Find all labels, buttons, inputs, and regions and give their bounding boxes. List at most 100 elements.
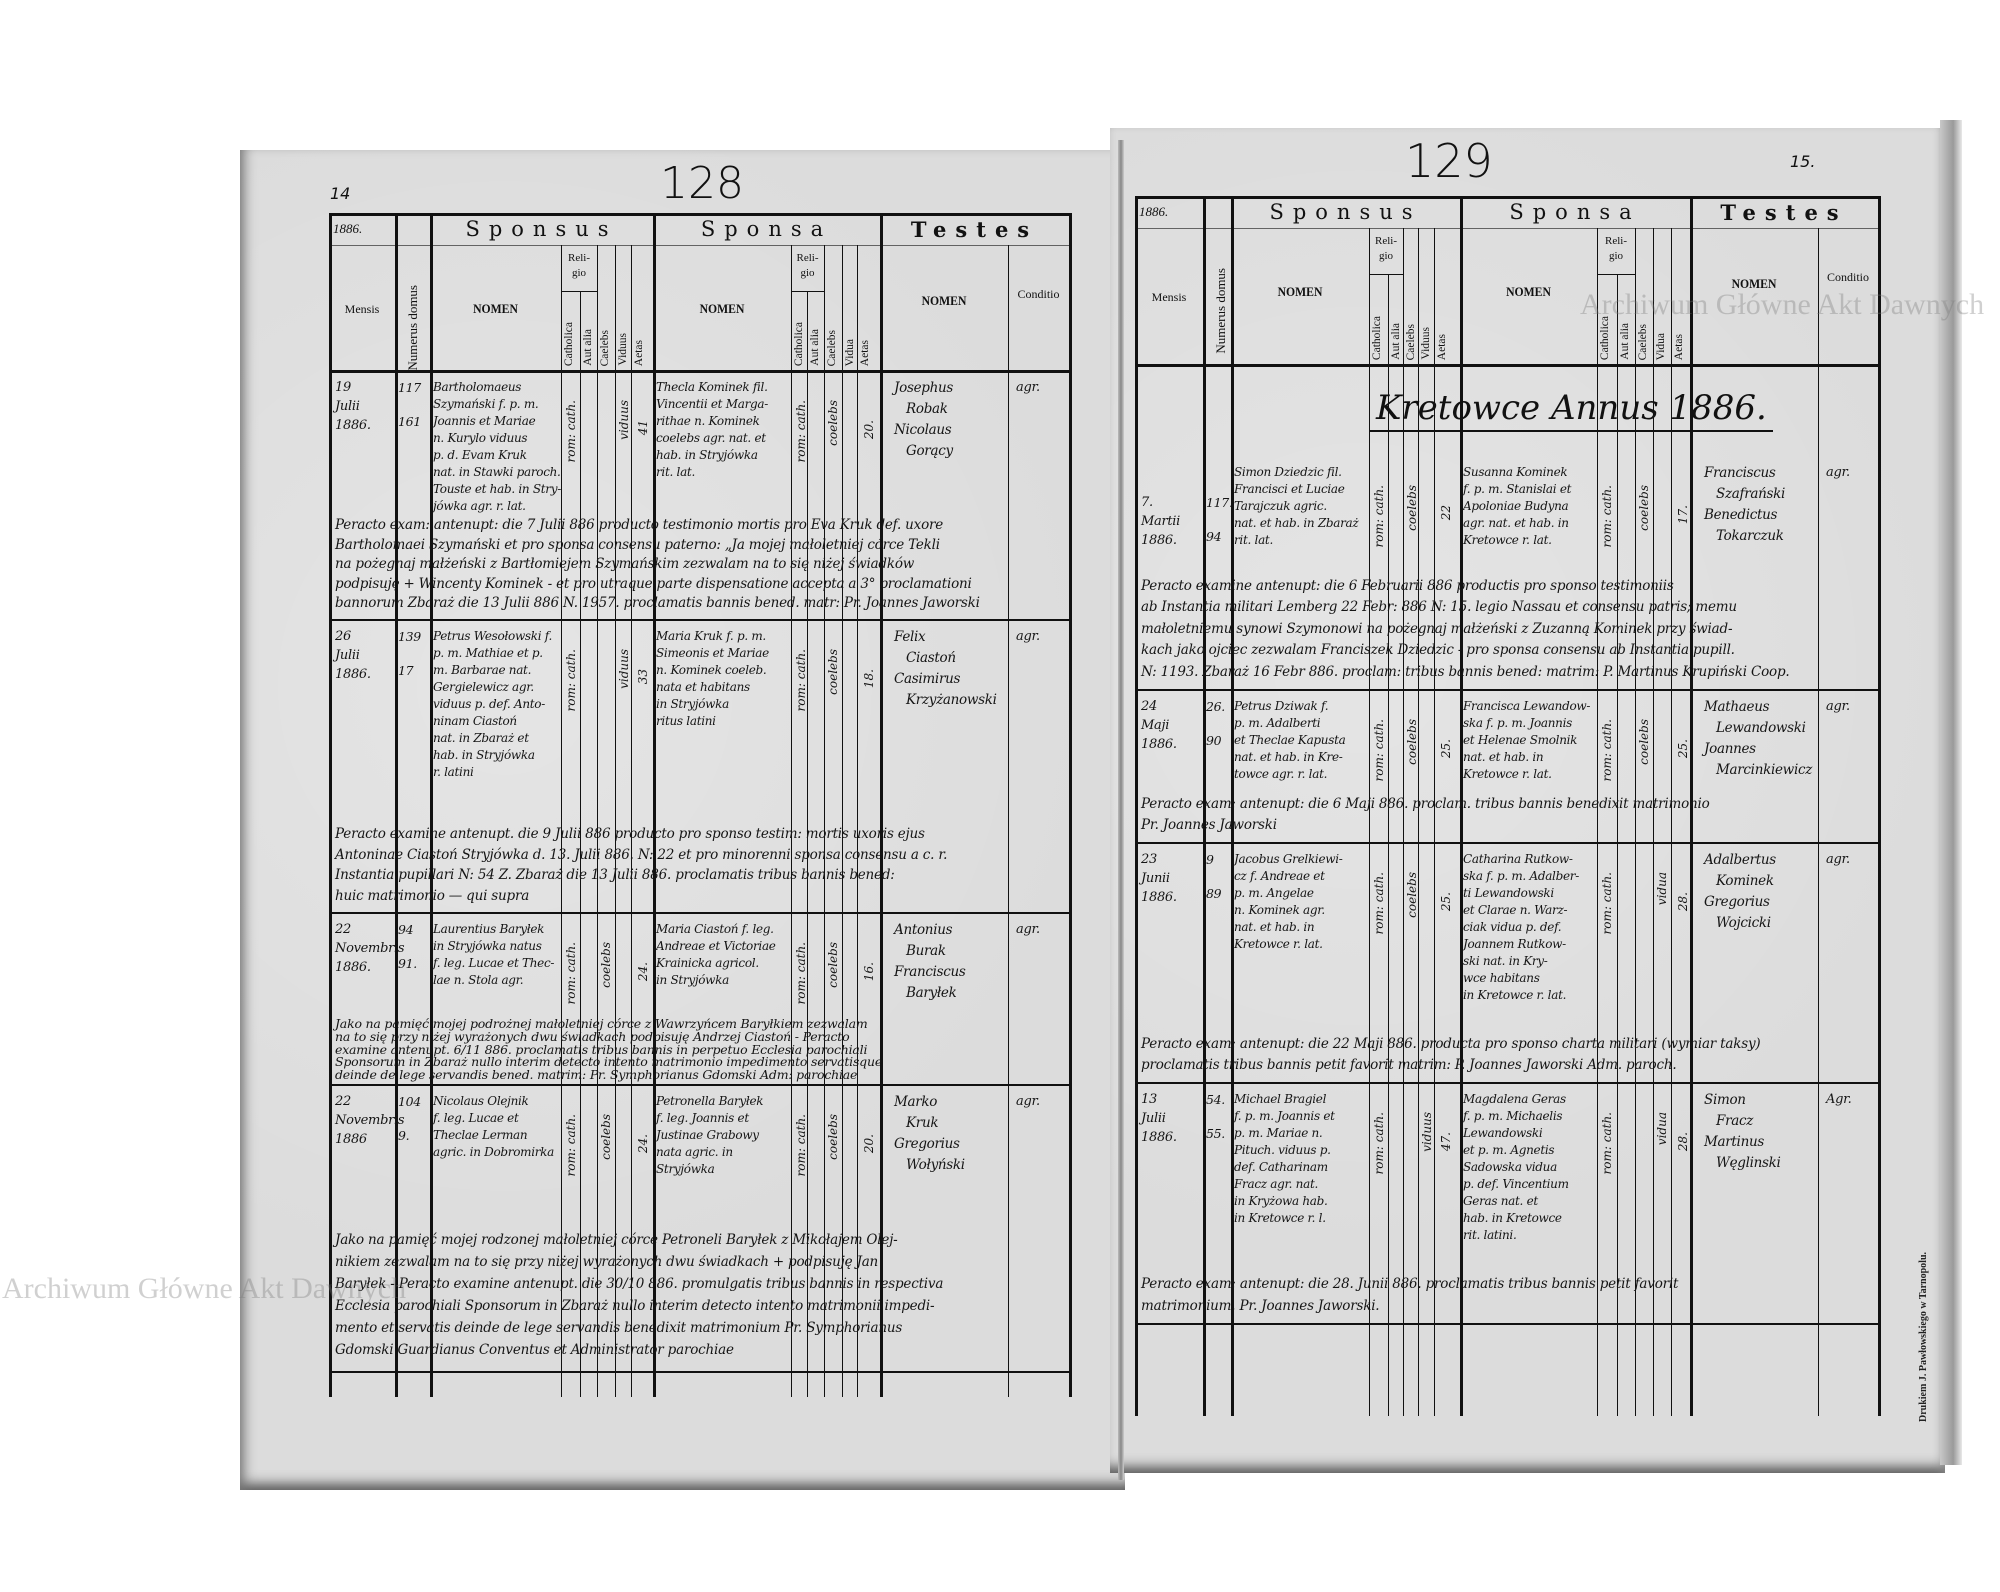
house-number: 104 (398, 1094, 421, 1109)
house-number: 55. (1206, 1126, 1225, 1141)
groom-name-line: Simon Dziedzic fil. (1234, 465, 1342, 479)
bride-name-line: Krainicka agricol. (656, 956, 759, 970)
bride-name-line: rit. latini. (1463, 1228, 1517, 1242)
groom-name-line: Petrus Dziwak f. (1234, 699, 1329, 713)
groom-status: coelebs (1405, 485, 1419, 531)
entry-divider (1135, 689, 1878, 691)
bride-name-line: Petronella Baryłek (656, 1094, 764, 1108)
groom-status: coelebs (1405, 872, 1419, 918)
witness-name: Casimirus (894, 671, 961, 687)
annotation-line: mento et servatis deinde de lege servand… (335, 1320, 903, 1336)
column-rule (1135, 196, 1138, 1416)
witness-name: Wołyński (906, 1157, 965, 1173)
column-rule (1690, 196, 1693, 1416)
bride-name-line: Simeonis et Mariae (656, 646, 769, 660)
bride-status: vidua (1655, 872, 1669, 906)
bride-name-line: in Kretowce r. lat. (1463, 988, 1567, 1002)
bride-name-line: in Stryjówka (656, 973, 729, 987)
house-number: 9 (1206, 852, 1214, 867)
witness-name: Simon (1704, 1092, 1746, 1108)
groom-name-line: Jacobus Grelkiewi- (1234, 852, 1343, 866)
entry-date: Novembris (335, 941, 405, 956)
sponsus-header: Sponsus (1269, 200, 1422, 224)
entry-date: 22 (335, 922, 351, 937)
entry-date: 1886 (335, 1132, 367, 1147)
witness-name: Krzyżanowski (906, 692, 997, 708)
entry-date: 23 (1141, 852, 1157, 867)
column-rule (1008, 245, 1009, 1397)
groom-name-line: f. leg. Lucae et (433, 1111, 519, 1125)
bride-name-line: Joannem Rutkow- (1463, 937, 1566, 951)
left-page (240, 150, 1125, 1490)
witness-name: Wojcicki (1716, 915, 1771, 931)
groom-religion: rom: cath. (1372, 485, 1386, 548)
column-rule (791, 245, 792, 1397)
bride-name-line: Thecla Kominek fil. (656, 380, 768, 394)
groom-status: viduus (617, 649, 631, 689)
annotation-line: na pożegnaj małżeński z Bartłomiejem Szy… (335, 556, 915, 573)
groom-name-line: towce agr. r. lat. (1234, 767, 1328, 781)
house-number: 9. (398, 1128, 410, 1143)
bride-religion: rom: cath. (1600, 872, 1614, 935)
condition-value: agr. (1826, 852, 1850, 867)
groom-status: viduus (1420, 1112, 1434, 1152)
entry-date: Julii (335, 648, 360, 663)
bride-religion: rom: cath. (794, 649, 808, 712)
groom-age: 25. (1439, 892, 1453, 912)
witness-name: Adalbertus (1704, 852, 1776, 868)
column-rule (1653, 228, 1654, 1416)
bride-name-line: Susanna Kominek (1463, 465, 1568, 479)
entry-date: 1886. (335, 667, 371, 682)
entry-divider (329, 912, 1069, 914)
groom-name-line: Laurentius Baryłek (433, 922, 545, 936)
entry-date: Martii (1141, 514, 1181, 529)
groom-status: coelebs (1405, 719, 1419, 765)
bride-status: coelebs (1637, 485, 1651, 531)
bride-religion: rom: cath. (794, 1114, 808, 1177)
witness-name: Martinus (1704, 1134, 1764, 1150)
aetas-label: Aetas (1436, 333, 1448, 360)
annotation-line: Peracto examine antenupt. die 9 Julii 88… (335, 826, 925, 842)
book-spine (1118, 140, 1124, 1480)
nomen-label: NOMEN (1506, 284, 1551, 299)
nomen-label: NOMEN (699, 301, 745, 316)
bride-name-line: Magdalena Geras (1463, 1092, 1566, 1106)
column-rule (1635, 228, 1636, 1416)
witness-name: Gregorius (894, 1136, 960, 1152)
annotation-line: kach jako ojciec zezwalam Franciszek Dzi… (1141, 642, 1735, 659)
groom-name-line: p. d. Evam Kruk (433, 448, 527, 462)
entry-divider (1135, 1323, 1878, 1325)
column-rule (329, 213, 332, 1397)
groom-name-line: Joannis et Mariae (433, 414, 536, 428)
entry-date: 1886. (335, 418, 371, 433)
groom-religion: rom: cath. (564, 400, 578, 463)
section-title: Kretowce Annus 1886. (1370, 388, 1773, 432)
house-number: 117. (1206, 495, 1233, 510)
annotation-line: Peracto exam: antenupt: die 28. Junii 88… (1141, 1276, 1679, 1292)
witness-name: Lewandowski (1716, 720, 1806, 736)
column-rule (824, 245, 825, 1397)
aut-alia-label: Aut alia (1390, 323, 1402, 360)
groom-age: 33 (636, 669, 650, 685)
bride-status: coelebs (1637, 719, 1651, 765)
groom-name-line: Bartholomaeus (433, 380, 522, 394)
entry-date: 22 (335, 1094, 351, 1109)
mensis-label: Mensis (344, 301, 380, 316)
column-rule (857, 245, 858, 1397)
column-rule (1069, 213, 1072, 1397)
bride-age: 18. (862, 669, 876, 689)
house-number: 91. (398, 956, 417, 971)
bride-name-line: nata et habitans (656, 680, 750, 694)
groom-name-line: n. Kurylo viduus (433, 431, 528, 445)
condition-value: Agr. (1826, 1092, 1852, 1107)
numerus-domus-label: Numerus domus (405, 285, 420, 371)
witness-name: Fracz (1716, 1113, 1754, 1129)
bride-name-line: Vincentii et Marga- (656, 397, 768, 411)
bride-name-line: hab. in Stryjówka (656, 448, 758, 462)
bride-name-line: rit. lat. (656, 465, 695, 479)
groom-name-line: rit. lat. (1234, 533, 1273, 547)
entry-date: 1886. (1141, 533, 1177, 548)
aetas-label: Aetas (633, 339, 645, 366)
groom-name-line: Fracz agr. nat. (1234, 1177, 1318, 1191)
entry-date: Julii (335, 399, 360, 414)
